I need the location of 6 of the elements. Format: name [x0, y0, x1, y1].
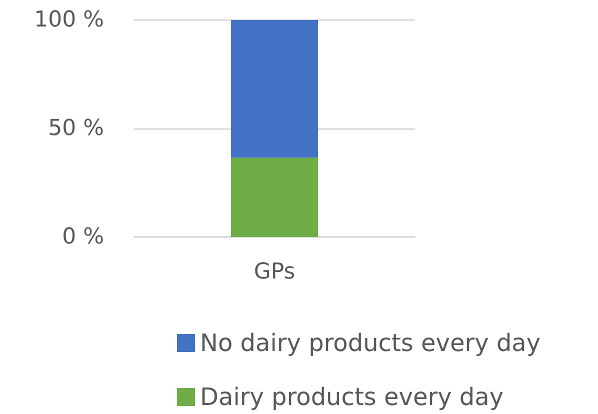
x-tick-label: GPs	[254, 260, 296, 284]
legend-label: No dairy products every day	[200, 329, 541, 357]
legend-label: Dairy products every day	[200, 383, 504, 411]
y-tick-label: 50 %	[48, 116, 104, 141]
y-tick-label: 0 %	[62, 224, 104, 250]
y-tick-label: 100 %	[34, 8, 104, 32]
